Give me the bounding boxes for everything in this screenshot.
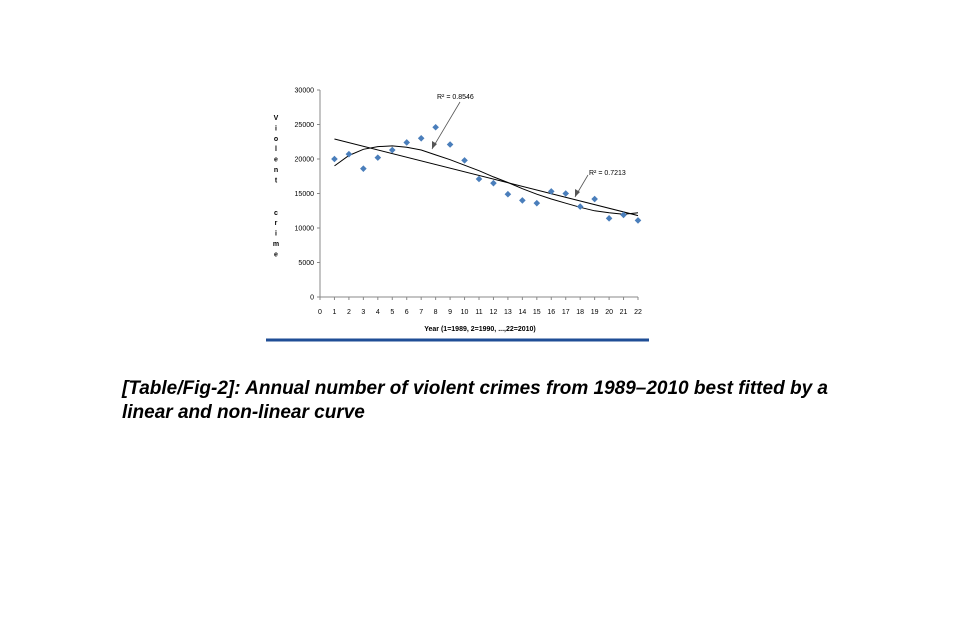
y-label-letter: l	[275, 146, 277, 153]
y-tick-label: 5000	[298, 260, 314, 267]
data-point	[519, 197, 526, 204]
r2-nonlinear-label: R² = 0.8546	[437, 94, 474, 101]
x-tick-label: 3	[361, 309, 365, 316]
r2-linear-arrowhead	[575, 189, 580, 197]
y-label-letter: m	[273, 241, 279, 248]
data-point	[504, 190, 512, 198]
x-tick-label: 15	[533, 309, 541, 316]
data-point	[331, 155, 338, 163]
r2-nonlinear-arrowhead	[432, 141, 437, 149]
y-label-letter: o	[274, 136, 278, 143]
x-tick-label: 13	[504, 309, 512, 316]
y-tick-label: 10000	[295, 226, 315, 233]
x-tick-label: 17	[562, 309, 570, 316]
data-point	[490, 179, 497, 187]
x-tick-label: 20	[605, 309, 613, 316]
data-point	[533, 199, 541, 207]
y-tick-label: 0	[310, 295, 314, 302]
data-point	[432, 123, 439, 131]
data-point	[403, 139, 411, 146]
figure-caption: [Table/Fig-2]: Annual number of violent …	[122, 378, 828, 423]
data-point	[360, 165, 367, 172]
data-point	[634, 217, 642, 224]
y-label-letter: c	[274, 210, 278, 217]
data-point	[374, 154, 382, 161]
data-point	[345, 150, 353, 158]
x-tick-label: 22	[634, 309, 642, 316]
data-point	[576, 203, 584, 210]
x-tick-label: 19	[591, 309, 599, 316]
data-point	[547, 188, 555, 195]
x-ticks: 0 1 2 3 4 5 6 7 8 9 10 11 12 13 14 15 16 17 18 19 20 21 22	[318, 297, 642, 316]
data-points	[331, 123, 642, 224]
r2-linear-label: R² = 0.7213	[589, 170, 626, 177]
data-point	[620, 211, 627, 219]
data-point	[591, 195, 598, 203]
annotations: R² = 0.8546 R² = 0.7213	[431, 94, 626, 198]
y-ticks: 0 5000 10000 15000 20000 25000 30000	[295, 88, 320, 302]
fit-lines	[334, 138, 639, 217]
x-tick-label: 10	[461, 309, 469, 316]
x-tick-label: 4	[376, 309, 380, 316]
y-label-letter: n	[274, 167, 278, 174]
x-tick-label: 14	[518, 309, 526, 316]
x-tick-label: 5	[390, 309, 394, 316]
x-tick-label: 16	[547, 309, 555, 316]
data-point	[388, 146, 396, 154]
x-tick-label: 11	[475, 309, 482, 316]
y-tick-label: 20000	[295, 157, 315, 164]
x-tick-label: 12	[490, 309, 498, 316]
x-axis-label: Year (1=1989, 2=1990, ...,22=2010)	[424, 326, 536, 333]
data-point	[446, 141, 454, 148]
y-tick-label: 30000	[295, 88, 315, 95]
data-point	[461, 157, 468, 164]
y-label-letter: r	[275, 220, 278, 227]
x-tick-label: 2	[347, 309, 351, 316]
x-tick-label: 18	[576, 309, 584, 316]
x-axis-group: 0 1 2 3 4 5 6 7 8 9 10 11 12 13 14 15 16 17 18 19 20 21 22 Yea…	[318, 296, 642, 333]
nonlinear-fit-curve	[334, 145, 639, 215]
y-label-letter: e	[274, 251, 278, 258]
y-label-letter: V	[274, 115, 279, 122]
y-label-letter: e	[274, 157, 278, 164]
x-tick-label: 21	[620, 309, 628, 316]
y-tick-label: 15000	[295, 191, 315, 198]
y-label-letter: i	[275, 231, 277, 238]
x-tick-label: 8	[434, 309, 438, 316]
y-label-letter: i	[275, 125, 277, 132]
y-label-letter: t	[275, 177, 278, 184]
data-point	[605, 215, 613, 222]
data-point	[475, 175, 483, 183]
data-point	[417, 135, 425, 142]
linear-fit-line	[334, 138, 639, 217]
x-tick-label: 7	[419, 309, 423, 316]
x-tick-label: 9	[448, 309, 452, 316]
y-tick-label: 25000	[295, 122, 315, 129]
x-tick-label: 6	[405, 309, 409, 316]
x-tick-label: 1	[333, 309, 337, 316]
x-tick-label: 0	[318, 309, 322, 316]
data-point	[562, 190, 570, 197]
r2-nonlinear-arrow	[431, 101, 461, 150]
